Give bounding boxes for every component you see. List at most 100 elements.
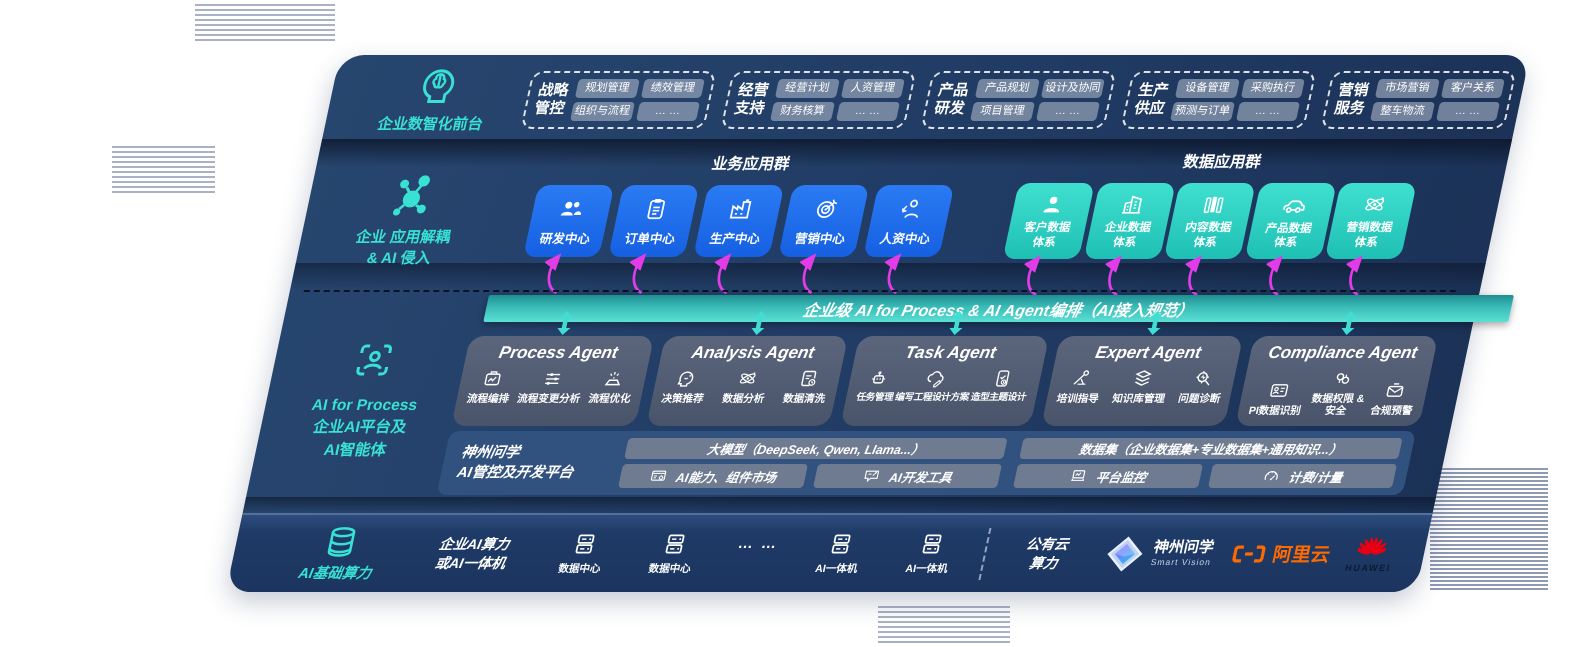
hatch-decoration [195,4,335,42]
magenta-arrow [1184,255,1202,296]
front-office-row: 战略 管控 规划管理 绩效管理 组织与流程 … … 经营 支持 经营计划 人资管理 … [518,62,1518,138]
billing-metering: 计费/计量 [1207,464,1398,488]
chip: 市场营销 [1374,79,1440,98]
chip: 设备管理 [1174,79,1240,98]
agent-row: Process Agent 流程编排 流程变更分析 流程优化 Analysis … [451,311,1439,426]
business-group-title: 业务应用群 [710,156,792,173]
chip: … … [1035,102,1101,121]
ai-layer-label-line1: AI for Process [310,397,419,414]
model-bar: 大模型（DeepSeek, Qwen, Llama...） [624,438,1008,459]
hr-icon [896,196,928,222]
atom-icon [735,368,760,389]
app-box-order-center: 订单中心 [608,185,700,294]
magenta-arrow [629,253,647,294]
platform-brand: 神州问学 [459,444,522,461]
data-box-enterprise: 企业数据 体系 [1083,183,1176,296]
orchestration-title: 企业级 AI for Process & AI Agent编排（AI接入规范） [801,302,1195,320]
database-icon [320,524,364,560]
knowledge-layers-icon [1130,368,1155,389]
platform-model-column: 大模型（DeepSeek, Qwen, Llama...） AI能力、组件市场 … [617,438,1008,488]
chip: … … [1435,102,1501,121]
ai-layer-label-line2: 企业AI平台及 [311,419,409,437]
capability-market: AI能力、组件市场 [617,464,808,488]
public-cloud-label: 公有云 算力 [1024,535,1071,571]
magenta-arrow [544,253,562,294]
component-market-icon [647,467,669,485]
group-operation-support: 经营 支持 经营计划 人资管理 财务核算 … … [720,71,917,129]
app-box-rd-center: 研发中心 [523,185,615,294]
atom-icon [1359,192,1389,217]
alicloud-bracket-icon [1229,543,1270,565]
front-office-side-label: 企业数智化前台 [353,63,518,134]
smartvision-logo: 神州问学 Smart Vision [1100,534,1217,574]
sliders-icon [540,368,565,389]
huawei-flower-icon [1354,534,1390,562]
training-scope-icon [1069,368,1094,389]
chip: 经营计划 [774,79,840,98]
app-box-hr-center: 人资中心 [863,185,955,294]
magenta-arrow [1265,255,1283,296]
magenta-arrow [884,253,902,294]
data-clean-icon [796,368,821,389]
chip: 绩效管理 [640,79,705,98]
app-box-marketing-center: 营销中心 [778,185,870,294]
datacenter-node: 数据中心 [632,531,714,576]
ai-appliance-node: AI一体机 [889,531,971,576]
platform-name: AI管控及开发平台 [455,465,575,481]
dashed-divider [978,527,992,580]
chip: 项目管理 [969,102,1035,121]
chip: … … [835,102,901,121]
chip: 财务核算 [769,102,835,121]
magenta-arrow [714,253,732,294]
cloud-edit-icon [923,368,948,389]
chip: … … [635,102,701,121]
data-app-group: 数据应用群 客户数据 体系 企业数据 体系 内容数据 体系 [1002,150,1424,296]
chip: 客户关系 [1440,79,1505,98]
magenta-arrow [799,253,817,294]
task-bot-icon [866,368,891,389]
molecule-icon [383,173,441,221]
chip: … … [1235,102,1301,121]
chip: 采购执行 [1240,79,1305,98]
team-icon [556,196,588,222]
teal-double-arrow [1341,311,1357,335]
data-group-title: 数据应用群 [1181,154,1263,171]
group-strategy-control: 战略 管控 规划管理 绩效管理 组织与流程 … … [520,71,717,129]
datacenter-node: 数据中心 [542,531,624,576]
infra-label: AI基础算力 [296,566,373,582]
server-icon [826,531,858,557]
magenta-arrow [1345,255,1363,296]
content-library-icon [1198,192,1228,217]
monitor-icon [1067,467,1089,485]
platform-data-column: 数据集（企业数据集+专业数据集+通用知识...） 平台监控 计费/计量 [1012,438,1403,488]
app-box-production-center: 生产中心 [693,185,785,294]
magenta-arrow [1104,255,1122,296]
chip: 预测与订单 [1169,102,1235,121]
chip: 人资管理 [840,79,905,98]
chip: 产品规划 [974,79,1040,98]
target-icon [811,196,843,222]
agent-title: Task Agent [903,343,998,362]
workflow-icon [480,368,505,389]
ai-layer-label-line3: AI智能体 [322,441,388,459]
business-app-group: 业务应用群 研发中心 订单中心 生产中心 [523,152,961,294]
infrastructure-band: AI基础算力 企业AI算力 或AI一体机 数据中心 数据中心 … … AI一体机 [225,513,1433,592]
clipboard-icon [641,196,673,222]
dev-tools-icon [861,467,883,485]
process-agent-card: Process Agent 流程编排 流程变更分析 流程优化 [451,311,654,426]
person-icon [1037,192,1067,217]
decoupling-dashed-line [303,290,1457,292]
data-box-product: 产品数据 体系 [1244,183,1337,296]
building-icon [1118,192,1148,217]
car-icon [1278,192,1310,218]
smartvision-diamond-icon [1100,534,1149,574]
group-marketing-service: 营销 服务 市场营销 客户关系 整车物流 … … [1320,71,1517,129]
enterprise-compute-label: 企业AI算力 或AI一体机 [433,535,512,571]
chip: 整车物流 [1369,102,1435,121]
layer-step-shadow [242,497,1437,513]
app-layer-label-line2: & AI 侵入 [365,250,433,267]
permission-lock-icon [1330,368,1355,389]
app-layer-label-line1: 企业 应用解耦 [354,229,453,246]
dev-tools: AI开发工具 [812,464,1003,488]
